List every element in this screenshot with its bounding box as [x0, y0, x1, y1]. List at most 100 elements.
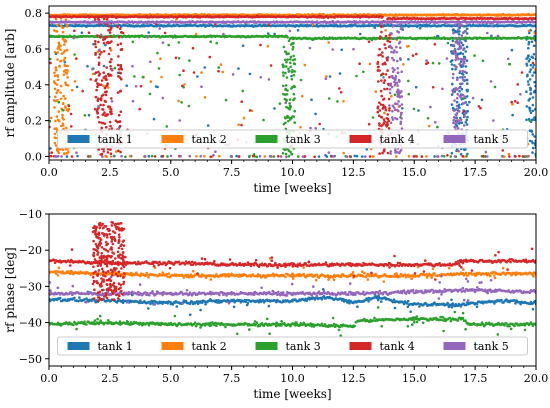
- band-point: [459, 57, 463, 61]
- outlier-point: [204, 303, 207, 306]
- outlier-point: [485, 301, 489, 304]
- outlier-point: [49, 119, 52, 123]
- outlier-point: [310, 98, 313, 101]
- band-point: [290, 152, 294, 156]
- y-tick-label: 0.6: [25, 43, 43, 56]
- outlier-point: [99, 33, 103, 37]
- outlier-point: [338, 72, 342, 75]
- band-point: [390, 116, 394, 119]
- band-point: [119, 71, 122, 75]
- outlier-point: [177, 57, 181, 60]
- band-point: [97, 70, 100, 74]
- data-point: [500, 298, 503, 302]
- band-point: [533, 118, 536, 121]
- outlier-point: [81, 89, 84, 93]
- outlier-point: [516, 83, 519, 86]
- band-point: [285, 76, 289, 79]
- outlier-point: [433, 43, 437, 46]
- outlier-point: [154, 85, 158, 88]
- outlier-point: [240, 123, 243, 127]
- band-point: [466, 109, 470, 113]
- band-point: [393, 149, 397, 152]
- band-point: [100, 121, 104, 125]
- band-point: [391, 70, 395, 73]
- outlier-point: [303, 63, 307, 67]
- band-point: [531, 74, 534, 77]
- outlier-point: [365, 147, 369, 151]
- outlier-point: [241, 89, 245, 93]
- y-tick-label: 0.0: [25, 150, 43, 163]
- zero-point: [415, 155, 418, 158]
- outlier-point: [165, 125, 169, 128]
- outlier-point: [147, 31, 150, 34]
- band-point: [396, 30, 399, 33]
- band-point: [56, 78, 60, 82]
- outlier-point: [473, 54, 476, 57]
- outlier-point: [73, 53, 76, 56]
- y-tick-label: 0.2: [25, 115, 43, 128]
- outlier-point: [407, 58, 410, 61]
- band-point: [450, 151, 454, 155]
- outlier-point: [406, 305, 410, 309]
- band-point: [109, 35, 113, 38]
- outlier-point: [348, 302, 351, 305]
- outlier-point: [237, 67, 240, 70]
- band-point: [453, 47, 457, 51]
- band-point: [378, 47, 381, 51]
- band-point: [386, 113, 390, 116]
- band-point: [456, 149, 460, 153]
- band-point: [454, 87, 458, 90]
- outlier-point: [199, 308, 202, 312]
- band-point: [282, 45, 286, 49]
- band-point: [450, 63, 454, 66]
- outlier-point: [409, 310, 412, 314]
- zero-point: [485, 155, 489, 158]
- outlier-point: [214, 150, 217, 153]
- outlier-point: [188, 59, 191, 62]
- band-point: [97, 56, 101, 59]
- band-point: [393, 80, 396, 84]
- band-point: [454, 64, 457, 68]
- outlier-point: [113, 66, 117, 70]
- band-point: [456, 78, 459, 82]
- zero-point: [449, 155, 453, 158]
- zero-point: [153, 155, 157, 158]
- band-point: [101, 113, 104, 117]
- legend-label: tank 3: [286, 133, 321, 146]
- outlier-point: [380, 300, 383, 303]
- outlier-point: [339, 91, 343, 94]
- band-point: [95, 34, 99, 37]
- outlier-point: [342, 151, 346, 155]
- outlier-point: [429, 105, 432, 109]
- band-point: [109, 65, 112, 68]
- outlier-point: [288, 29, 292, 33]
- outlier-point: [299, 126, 302, 129]
- band-point: [528, 109, 532, 112]
- band-point: [287, 67, 290, 70]
- legend-label: tank 2: [192, 133, 227, 146]
- band-point: [458, 44, 462, 47]
- outlier-point: [75, 57, 78, 60]
- band-point: [462, 31, 465, 34]
- outlier-point: [367, 40, 371, 43]
- outlier-point: [462, 97, 465, 100]
- band-point: [384, 34, 388, 38]
- outlier-point: [217, 66, 220, 69]
- outlier-point: [224, 98, 228, 102]
- band-point: [380, 30, 383, 34]
- band-point: [532, 53, 536, 56]
- zero-point: [269, 155, 273, 158]
- band-point: [65, 48, 69, 52]
- zero-point: [317, 155, 321, 158]
- band-point: [61, 148, 64, 151]
- legend: tank 1 tank 2 tank 3 tank 4 tank 5: [57, 129, 528, 149]
- band-point: [100, 51, 103, 54]
- band-point: [64, 105, 67, 108]
- zero-point: [518, 154, 521, 158]
- outlier-point: [196, 75, 199, 78]
- zero-point: [150, 154, 154, 158]
- band-point: [388, 107, 391, 110]
- zero-point: [255, 155, 259, 159]
- band-point: [459, 69, 462, 73]
- outlier-point: [529, 119, 532, 123]
